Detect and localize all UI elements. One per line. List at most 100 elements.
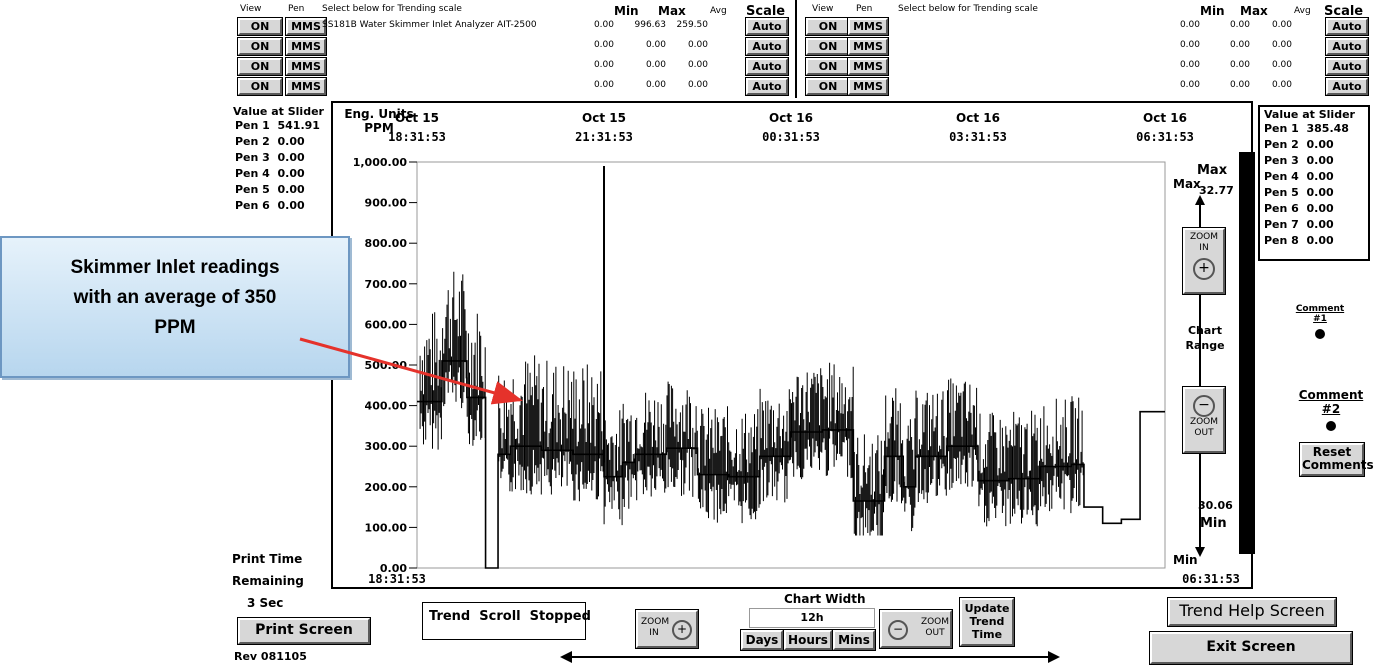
pen-min: 0.00	[1179, 20, 1200, 30]
col-max-header: Max	[1240, 4, 1268, 18]
y-tick-label: 400.00	[365, 400, 408, 413]
comment-2-label: Comment #2	[1298, 388, 1364, 416]
pen-mms-button[interactable]: MMS	[286, 38, 326, 55]
col-select-header: Select below for Trending scale	[898, 4, 1038, 14]
scale-auto-button[interactable]: Auto	[1326, 18, 1368, 35]
range-max-value: 32.77	[1199, 184, 1234, 197]
comment-2[interactable]: Comment #2	[1292, 388, 1370, 435]
range-zoom-in-button[interactable]: ZOOM IN +	[1183, 228, 1225, 294]
plot-min-label: Min	[1173, 553, 1198, 567]
print-seconds-label: 3 Sec	[247, 596, 284, 610]
slider-pen-value: Pen 8 0.00	[1264, 234, 1334, 247]
comment-2-indicator	[1326, 421, 1336, 431]
scale-auto-button[interactable]: Auto	[746, 58, 788, 75]
magnifier-plus-icon: +	[1193, 258, 1215, 280]
col-select-header: Select below for Trending scale	[322, 4, 462, 14]
chart-width-value: 12h	[800, 611, 824, 624]
time-label-date: Oct 15	[395, 111, 439, 125]
pen-mms-button[interactable]: MMS	[848, 78, 888, 95]
slider-pen-value: Pen 4 0.00	[1264, 170, 1334, 183]
end-time-label: 06:31:53	[1182, 572, 1240, 586]
y-axis-label-line-2: PPM	[364, 121, 394, 135]
chart-width-arrow	[560, 651, 1060, 663]
print-remaining-label: Remaining	[232, 574, 304, 588]
pen-avg: 0.00	[1271, 20, 1292, 30]
col-pen-header: Pen	[288, 4, 305, 14]
pen-avg: 0.00	[687, 60, 708, 70]
pen-mms-button[interactable]: MMS	[286, 58, 326, 75]
view-on-button[interactable]: ON	[806, 58, 850, 75]
time-label-time: 06:31:53	[1136, 130, 1194, 144]
trend-status-box: Trend Scroll Stopped	[422, 602, 591, 640]
scale-auto-button[interactable]: Auto	[746, 78, 788, 95]
pen-min: 0.00	[1179, 80, 1200, 90]
scale-auto-button[interactable]: Auto	[746, 38, 788, 55]
slider-title: Value at Slider	[233, 105, 324, 118]
view-on-button[interactable]: ON	[238, 38, 282, 55]
range-min-label: Min	[1200, 516, 1227, 531]
slider-pen-value: Pen 6 0.00	[235, 199, 305, 212]
slider-values-left: Value at Slider Pen 1 541.91 Pen 2 0.00 Pe…	[231, 105, 333, 240]
pen-mms-button[interactable]: MMS	[848, 38, 888, 55]
reset-comments-button[interactable]: Reset Comments	[1300, 443, 1374, 476]
view-on-button[interactable]: ON	[806, 18, 850, 35]
start-date-label: 10/15/2010	[361, 586, 433, 589]
pen-avg: 0.00	[687, 40, 708, 50]
view-on-button[interactable]: ON	[238, 78, 282, 95]
slider-pen-value: Pen 3 0.00	[235, 151, 305, 164]
magnifier-minus-icon: −	[888, 620, 908, 640]
time-label-date: Oct 16	[1143, 111, 1187, 125]
view-on-button[interactable]: ON	[806, 38, 850, 55]
zoom-out-label: ZOOM OUT	[920, 617, 950, 638]
scale-auto-button[interactable]: Auto	[1326, 58, 1368, 75]
view-on-button[interactable]: ON	[238, 58, 282, 75]
range-zoom-out-button[interactable]: − ZOOM OUT	[1183, 387, 1225, 453]
y-tick-label: 800.00	[365, 237, 408, 250]
range-max-label: Max	[1197, 163, 1228, 178]
plot-area	[416, 161, 1166, 569]
view-on-button[interactable]: ON	[238, 18, 282, 35]
slider-pen-value: Pen 5 0.00	[235, 183, 305, 196]
col-pen-header: Pen	[856, 4, 873, 14]
pen-max: 0.00	[1229, 80, 1250, 90]
pen-mms-button[interactable]: MMS	[848, 18, 888, 35]
pen-avg: 0.00	[1271, 80, 1292, 90]
view-on-button[interactable]: ON	[806, 78, 850, 95]
comment-1-label: Comment #1	[1295, 304, 1345, 324]
update-trend-time-button[interactable]: Update Trend Time	[960, 598, 1014, 646]
hours-button[interactable]: Hours	[784, 630, 832, 650]
width-zoom-in-button[interactable]: ZOOM IN +	[636, 610, 698, 648]
pen-mms-button[interactable]: MMS	[848, 58, 888, 75]
chart-slider-bar[interactable]	[1239, 152, 1255, 554]
pen-min: 0.00	[593, 60, 614, 70]
mins-button[interactable]: Mins	[833, 630, 875, 650]
time-label-date: Oct 15	[582, 111, 626, 125]
pen-name[interactable]: SS181B Water Skimmer Inlet Analyzer AIT-…	[322, 20, 537, 30]
slider-pen-value: Pen 6 0.00	[1264, 202, 1334, 215]
chart-width-panel: Chart Width ZOOM IN + 12h Days Hours Min…	[624, 592, 1018, 654]
chart-width-value-box: 12h	[749, 608, 875, 628]
pen-max: 0.00	[1229, 20, 1250, 30]
scale-auto-button[interactable]: Auto	[1326, 38, 1368, 55]
pen-mms-button[interactable]: MMS	[286, 78, 326, 95]
pen-max: 0.00	[1229, 60, 1250, 70]
width-zoom-out-button[interactable]: − ZOOM OUT	[880, 610, 952, 648]
zoom-in-label: ZOOM IN	[641, 617, 670, 638]
scale-auto-button[interactable]: Auto	[746, 18, 788, 35]
pen-max: 0.00	[645, 80, 666, 90]
pen-min: 0.00	[593, 40, 614, 50]
trend-help-button[interactable]: Trend Help Screen	[1168, 598, 1336, 626]
pen-mms-button[interactable]: MMS	[286, 18, 326, 35]
time-label-date: Oct 16	[956, 111, 1000, 125]
days-button[interactable]: Days	[741, 630, 783, 650]
exit-screen-button[interactable]: Exit Screen	[1150, 632, 1352, 664]
print-screen-button[interactable]: Print Screen	[238, 618, 370, 644]
scale-auto-button[interactable]: Auto	[1326, 78, 1368, 95]
time-label-date: Oct 16	[769, 111, 813, 125]
comment-1[interactable]: Comment #1	[1290, 304, 1350, 343]
pen-table-left: View Pen Select below for Trending scale…	[232, 0, 792, 100]
pen-max: 0.00	[645, 60, 666, 70]
y-axis-label-line-1: Eng. Units	[344, 107, 413, 121]
y-tick-label: 1,000.00	[353, 156, 408, 169]
